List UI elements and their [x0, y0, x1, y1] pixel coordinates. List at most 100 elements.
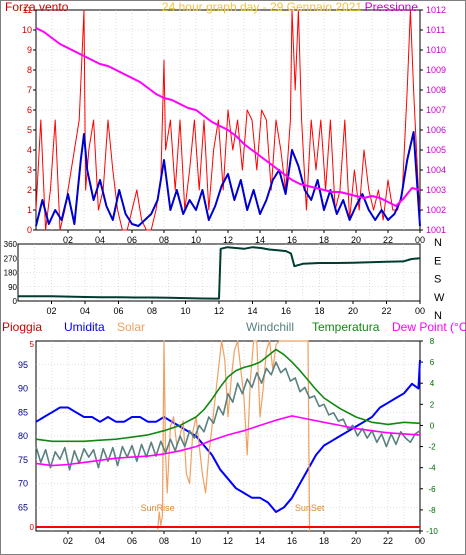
wind-tick-label: 4 — [27, 145, 32, 155]
x-tick-label: 12 — [223, 235, 233, 245]
humidity-tick-label: 95 — [18, 360, 28, 370]
series-line-3 — [35, 348, 421, 443]
legend-item: Umidita — [64, 320, 105, 334]
pressure-tick-label: 1001 — [426, 225, 446, 235]
temperature-tick-label: 6 — [430, 358, 435, 367]
wind-tick-label: 10 — [22, 25, 32, 35]
x-tick-label: 16 — [287, 235, 297, 245]
x-tick-label: 00 — [415, 536, 425, 546]
humidity-tick-label: 70 — [18, 479, 28, 489]
temperature-tick-label: 4 — [430, 379, 435, 388]
compass-tick-label: W — [434, 292, 445, 304]
degree-tick-label: 360 — [4, 240, 18, 249]
sun-annotations: SunRise SunSet — [141, 503, 325, 513]
rain-tick-label: 5 — [30, 340, 35, 349]
series-line-0 — [35, 359, 421, 513]
x-tick-label: 00 — [415, 306, 425, 316]
wind-tick-label: 2 — [27, 185, 32, 195]
pressure-tick-label: 1008 — [426, 85, 446, 95]
x-tick-label: 02 — [63, 235, 73, 245]
x-tick-label: 18 — [319, 235, 329, 245]
humidity-tick-label: 85 — [18, 407, 28, 417]
pressure-axis-title: Pressione — [365, 0, 419, 14]
x-tick-label: 04 — [95, 235, 105, 245]
pressure-tick-label: 1002 — [426, 205, 446, 215]
temperature-tick-label: -8 — [428, 506, 436, 515]
wind-tick-label: 8 — [27, 65, 32, 75]
rain-tick-label: 0 — [30, 523, 35, 532]
x-tick-label: 16 — [287, 536, 297, 546]
x-tick-label: 14 — [247, 306, 257, 316]
temperature-right-axis: -10 -8 -6 -4 -2 0 2 4 6 8 — [420, 337, 438, 536]
x-tick-label: 20 — [348, 306, 358, 316]
temperature-tick-label: -2 — [428, 443, 436, 452]
x-tick-label: 10 — [191, 235, 201, 245]
wind-x-axis: 02 04 06 08 10 12 14 16 18 20 22 00 — [63, 230, 425, 245]
wind-series — [35, 9, 421, 231]
legend-item: Windchill — [246, 320, 294, 334]
pressure-tick-label: 1003 — [426, 185, 446, 195]
temperature-tick-label: 8 — [430, 337, 435, 346]
x-tick-label: 08 — [159, 536, 169, 546]
x-tick-label: 06 — [127, 536, 137, 546]
x-tick-label: 12 — [223, 536, 233, 546]
graph-title: 24 hour graph day - 29 Gennaio 2021 — [162, 0, 362, 14]
legend-item: Dew Point (°C) — [392, 320, 466, 334]
wind-tick-label: 7 — [27, 85, 32, 95]
wind-tick-label: 11 — [23, 5, 32, 15]
x-tick-label: 10 — [191, 536, 201, 546]
x-tick-label: 16 — [281, 306, 291, 316]
wind-tick-label: 6 — [27, 105, 32, 115]
series-line-1 — [35, 131, 421, 227]
pressure-tick-label: 1004 — [426, 165, 446, 175]
temperature-panel: Pioggia Umidita Solar Windchill Temperatura… — [2, 320, 466, 546]
humidity-axis: 65 70 75 80 85 90 95 — [18, 360, 28, 513]
x-tick-label: 08 — [147, 306, 157, 316]
wind-tick-label: 1 — [27, 205, 32, 215]
x-tick-label: 04 — [80, 306, 90, 316]
direction-degree-axis: 0 90 180 270 360 — [4, 240, 18, 306]
compass-tick-label: S — [434, 274, 441, 286]
pressure-tick-label: 1011 — [426, 25, 445, 35]
x-tick-label: 22 — [383, 235, 393, 245]
x-tick-label: 06 — [113, 306, 123, 316]
wind-tick-label: 5 — [27, 125, 32, 135]
series-line-2 — [35, 361, 421, 471]
direction-grid — [18, 244, 420, 301]
pressure-tick-label: 1007 — [426, 105, 446, 115]
compass-tick-label: N — [434, 310, 442, 322]
x-tick-label: 02 — [46, 306, 56, 316]
degree-tick-label: 90 — [8, 283, 17, 292]
temperature-tick-label: 0 — [430, 421, 435, 430]
direction-series — [18, 246, 421, 300]
pressure-tick-label: 1006 — [426, 125, 446, 135]
direction-x-axis: 02 04 06 08 10 12 14 16 18 20 22 00 — [46, 301, 425, 316]
temperature-tick-label: -4 — [428, 464, 436, 473]
temperature-tick-label: -6 — [428, 485, 436, 494]
x-tick-label: 10 — [180, 306, 190, 316]
temperature-x-axis: 02 04 06 08 10 12 14 16 18 20 22 00 — [63, 531, 425, 546]
sun-annotation: SunSet — [295, 503, 325, 513]
x-tick-label: 22 — [381, 306, 391, 316]
direction-line-0 — [18, 246, 421, 300]
humidity-tick-label: 80 — [18, 431, 28, 441]
pressure-tick-label: 1009 — [426, 65, 446, 75]
temperature-tick-label: 2 — [430, 400, 435, 409]
x-tick-label: 06 — [127, 235, 137, 245]
sun-annotation: SunRise — [141, 503, 175, 513]
wind-tick-label: 0 — [27, 225, 32, 235]
compass-tick-label: N — [434, 237, 442, 249]
degree-tick-label: 180 — [4, 269, 18, 278]
degree-tick-label: 270 — [4, 254, 18, 263]
wind-tick-label: 9 — [27, 45, 32, 55]
x-tick-label: 08 — [159, 235, 169, 245]
legend-item: Solar — [117, 320, 145, 334]
x-tick-label: 12 — [214, 306, 224, 316]
humidity-tick-label: 75 — [18, 455, 28, 465]
x-tick-label: 14 — [255, 235, 265, 245]
x-tick-label: 00 — [415, 235, 425, 245]
x-tick-label: 04 — [95, 536, 105, 546]
x-tick-label: 18 — [314, 306, 324, 316]
